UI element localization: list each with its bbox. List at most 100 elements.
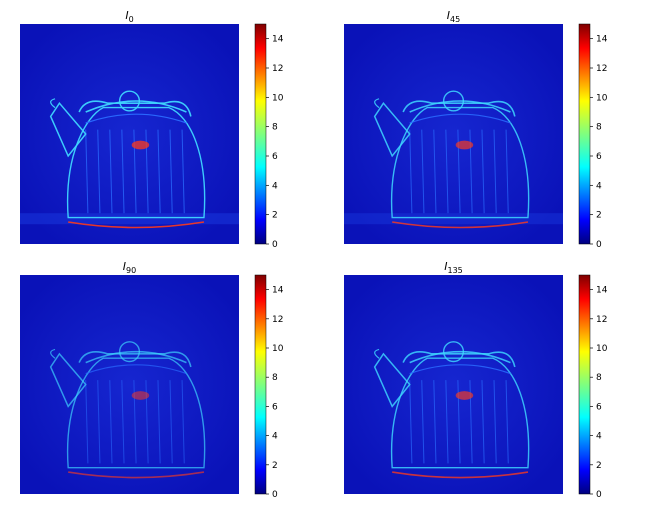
kettle-rib-edge xyxy=(109,380,113,464)
title-base: I xyxy=(123,260,126,273)
kettle-rib-edge xyxy=(157,129,161,214)
panel-title: I0 xyxy=(125,9,133,24)
lid-band-edge xyxy=(85,364,187,375)
kettle-rib-edge xyxy=(85,380,89,464)
colorbar-tick-label: 10 xyxy=(272,93,284,103)
colorbar-tick-label: 14 xyxy=(272,35,284,45)
kettle-rib-edge xyxy=(169,380,173,464)
colorbar-tick-label: 12 xyxy=(596,64,607,74)
handle-edge xyxy=(402,351,516,368)
kettle-rib-edge xyxy=(445,380,449,464)
kettle-rib-edge xyxy=(181,129,185,214)
title-base: I xyxy=(444,260,447,273)
colorbar-tick-label: 14 xyxy=(272,286,284,296)
reflection-edge xyxy=(455,140,474,150)
colorbar-tick-label: 12 xyxy=(272,64,283,74)
title-base: I xyxy=(447,9,450,22)
lid-edge xyxy=(85,100,187,113)
kettle-rib-edge xyxy=(85,129,89,214)
colorbar-tick-label: 6 xyxy=(596,402,602,412)
lid-edge xyxy=(85,350,187,364)
spout-edge xyxy=(373,101,411,158)
spout-edge xyxy=(49,101,87,158)
kettle-rib-edge xyxy=(121,129,125,214)
kettle-rib-edge xyxy=(505,129,509,214)
spout-tip-edge xyxy=(50,348,56,359)
colorbar-tick-label: 6 xyxy=(272,152,278,162)
kettle-rib-edge xyxy=(121,380,125,464)
kettle-rib-edge xyxy=(421,129,425,214)
lid-band-edge xyxy=(409,113,511,124)
base-edge xyxy=(392,221,529,229)
spout-tip-edge xyxy=(374,98,380,109)
colorbar xyxy=(578,274,591,495)
kettle-body-edge xyxy=(66,106,206,219)
knob-edge xyxy=(118,341,141,363)
kettle-rib-edge xyxy=(481,380,485,464)
lid-band-edge xyxy=(409,364,511,375)
kettle-rib-edge xyxy=(169,129,173,214)
colorbar-tick-label: 2 xyxy=(596,211,602,221)
kettle-rib-edge xyxy=(493,380,497,464)
kettle-body-edge xyxy=(390,106,530,219)
knob-edge xyxy=(442,90,465,112)
colorbar-tick-label: 4 xyxy=(272,432,278,442)
kettle-rib-edge xyxy=(109,129,113,214)
colorbar-tick-label: 0 xyxy=(272,240,278,250)
heatmap-image xyxy=(344,275,563,494)
kettle-rib-edge xyxy=(493,129,497,214)
reflection-edge xyxy=(131,140,150,150)
panel-title: I135 xyxy=(444,260,463,275)
base-edge xyxy=(68,471,205,479)
kettle-rib-edge xyxy=(481,129,485,214)
surface-band xyxy=(20,213,239,225)
heatmap-image xyxy=(344,24,563,244)
lid-edge xyxy=(409,100,511,113)
colorbar-tick-label: 2 xyxy=(272,211,278,221)
kettle-rib-edge xyxy=(409,380,413,464)
kettle-rib-edge xyxy=(421,380,425,464)
surface-band xyxy=(344,213,563,225)
handle-edge xyxy=(78,351,192,368)
lid-band-edge xyxy=(85,113,187,124)
panel-title: I45 xyxy=(447,9,460,24)
kettle-rib-edge xyxy=(181,380,185,464)
colorbar-tick-label: 10 xyxy=(596,344,608,354)
colorbar xyxy=(254,23,267,245)
colorbar-tick-label: 10 xyxy=(596,93,608,103)
title-subscript: 135 xyxy=(447,266,462,275)
heatmap-image xyxy=(20,275,239,494)
reflection-edge xyxy=(455,391,474,400)
kettle-rib-edge xyxy=(97,380,101,464)
colorbar-tick-label: 12 xyxy=(596,315,607,325)
kettle-rib-edge xyxy=(505,380,509,464)
spout-edge xyxy=(49,352,87,408)
colorbar xyxy=(254,274,267,495)
colorbar-tick-label: 2 xyxy=(596,461,602,471)
kettle-rib-edge xyxy=(409,129,413,214)
kettle-rib-edge xyxy=(433,129,437,214)
lid-edge xyxy=(409,350,511,364)
colorbar-tick-label: 8 xyxy=(596,123,602,133)
title-subscript: 45 xyxy=(450,15,460,24)
colorbar-tick-label: 4 xyxy=(272,181,278,191)
kettle-body-edge xyxy=(66,357,206,469)
kettle-rib-edge xyxy=(97,129,101,214)
knob-edge xyxy=(442,341,465,363)
kettle-rib-edge xyxy=(157,380,161,464)
spout-tip-edge xyxy=(374,348,380,359)
colorbar-tick-label: 0 xyxy=(596,240,602,250)
colorbar-tick-label: 8 xyxy=(272,373,278,383)
colorbar-tick-label: 6 xyxy=(596,152,602,162)
title-subscript: 0 xyxy=(129,15,134,24)
knob-edge xyxy=(118,90,141,112)
colorbar-tick-label: 8 xyxy=(596,373,602,383)
title-subscript: 90 xyxy=(126,266,136,275)
title-base: I xyxy=(125,9,128,22)
base-edge xyxy=(68,221,205,229)
handle-edge xyxy=(402,100,516,117)
colorbar-tick-label: 4 xyxy=(596,432,602,442)
panel-3: I135 0 2 4 6 8 10 12 14 xyxy=(344,260,608,500)
